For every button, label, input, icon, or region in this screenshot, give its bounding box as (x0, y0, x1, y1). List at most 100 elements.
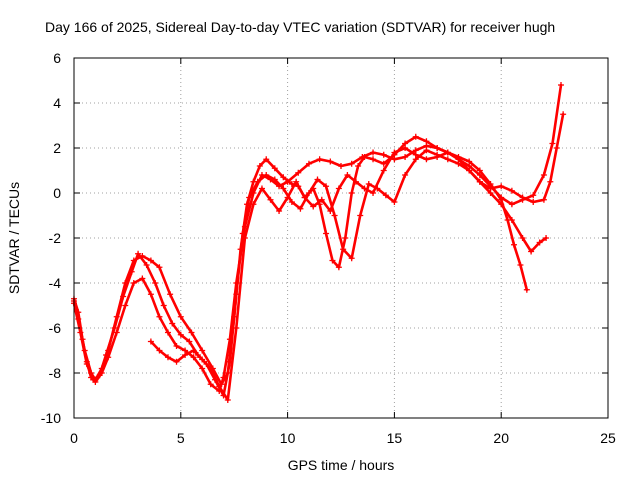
data-point-marker (122, 302, 129, 309)
data-point-marker (370, 149, 377, 156)
data-point-marker (344, 172, 351, 178)
data-point-marker (297, 205, 304, 212)
data-point-marker (293, 178, 300, 185)
y-tick-label: -10 (41, 410, 61, 426)
data-point-marker (199, 365, 206, 372)
data-point-marker (139, 275, 146, 282)
data-point-marker (547, 178, 554, 185)
grid-lines (74, 58, 608, 418)
data-point-marker (348, 255, 355, 262)
data-point-marker (256, 163, 263, 169)
data-point-marker (254, 178, 261, 185)
data-point-marker (120, 293, 127, 300)
data-point-marker (329, 257, 336, 264)
data-point-marker (207, 381, 214, 388)
data-point-marker (167, 291, 174, 298)
data-point-marker (250, 201, 257, 208)
data-point-marker (295, 169, 302, 176)
data-point-marker (143, 262, 150, 268)
data-point-marker (152, 280, 159, 286)
data-point-marker (498, 201, 505, 208)
data-point-marker (177, 313, 184, 320)
data-point-marker (528, 248, 535, 255)
data-point-marker (517, 262, 524, 268)
data-point-marker (271, 165, 278, 172)
data-point-marker (160, 302, 167, 309)
series-line-track-1 (72, 113, 565, 393)
data-point-marker (276, 208, 283, 214)
x-tick-label: 5 (177, 430, 185, 446)
data-point-marker (335, 185, 342, 192)
data-point-marker (434, 145, 441, 151)
y-tick-label: -8 (49, 365, 62, 381)
chart-title: Day 166 of 2025, Sidereal Day-to-day VTE… (45, 19, 555, 35)
data-point-marker (348, 190, 355, 196)
data-point-marker (199, 347, 206, 354)
data-point-marker (173, 358, 180, 365)
data-point-marker (519, 235, 526, 241)
data-point-marker (305, 160, 312, 167)
data-point-marker (498, 194, 505, 201)
data-point-marker (540, 172, 547, 178)
data-point-marker (553, 145, 560, 151)
data-point-marker (466, 163, 473, 169)
data-point-marker (536, 239, 543, 246)
data-point-marker (182, 352, 189, 358)
data-point-marker (173, 343, 180, 349)
data-point-marker (444, 149, 451, 156)
series-line-track-3 (72, 149, 548, 397)
data-point-marker (402, 145, 409, 151)
data-point-marker (380, 167, 387, 174)
data-point-marker (391, 149, 398, 156)
data-point-marker (476, 178, 483, 185)
data-point-marker (412, 151, 419, 158)
data-point-marker (391, 199, 398, 205)
data-point-marker (560, 111, 567, 118)
data-point-marker (444, 156, 451, 163)
data-point-marker (318, 196, 325, 203)
data-point-marker (498, 183, 505, 190)
data-point-marker (508, 187, 515, 194)
y-axis-label: SDTVAR / TECUs (6, 182, 22, 294)
data-point-marker (370, 190, 377, 196)
data-point-marker (487, 183, 494, 190)
data-point-marker (280, 185, 287, 192)
data-point-marker (331, 212, 338, 219)
data-point-marker (147, 338, 154, 345)
axis-ticks: 0 5 10 15 20 25 -10 -8 -6 -4 -2 0 2 4 6 (41, 50, 616, 446)
data-point-marker (284, 194, 291, 201)
data-point-marker (543, 235, 550, 241)
data-point-marker (128, 268, 135, 275)
data-point-marker (352, 178, 359, 185)
data-point-marker (327, 208, 334, 214)
data-point-marker (164, 329, 171, 336)
data-point-marker (423, 138, 430, 145)
data-point-marker (233, 325, 240, 331)
data-point-marker (402, 172, 409, 178)
data-point-marker (361, 154, 368, 160)
data-point-marker (558, 82, 565, 88)
data-point-marker (338, 163, 344, 169)
data-point-marker (323, 230, 330, 237)
data-point-marker (216, 383, 223, 390)
y-tick-label: 6 (53, 50, 61, 66)
data-point-marker (357, 212, 364, 219)
data-point-marker (267, 196, 274, 203)
data-point-marker (340, 246, 347, 253)
y-tick-label: -2 (49, 230, 62, 246)
data-point-marker (342, 235, 349, 241)
data-point-marker (280, 174, 287, 181)
x-tick-label: 0 (70, 430, 78, 446)
data-point-marker (519, 196, 526, 203)
data-point-marker (382, 192, 389, 199)
data-point-marker (156, 264, 163, 271)
data-point-marker (263, 156, 270, 163)
data-point-marker (455, 156, 462, 163)
data-point-marker (316, 156, 323, 163)
data-point-marker (271, 176, 278, 183)
data-point-marker (224, 397, 231, 403)
data-point-marker (549, 140, 556, 147)
x-tick-label: 10 (280, 430, 296, 446)
data-point-marker (199, 356, 206, 363)
data-point-marker (156, 347, 163, 354)
